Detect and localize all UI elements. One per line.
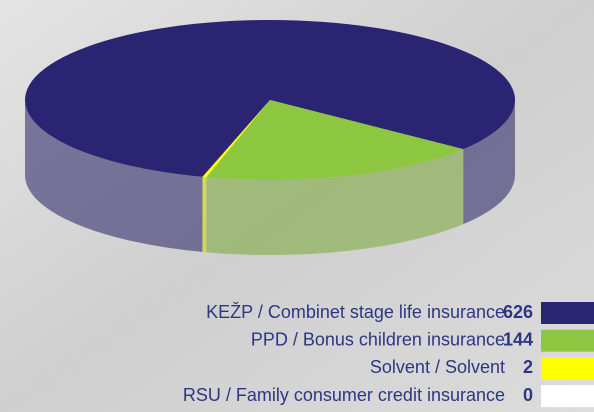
pie (25, 20, 515, 255)
slice-side (202, 177, 206, 252)
legend-label: PPD / Bonus children insurance (251, 329, 505, 349)
legend-value: 0 (523, 385, 533, 405)
legend-label: KEŽP / Combinet stage life insurance (206, 302, 505, 322)
legend-value: 626 (503, 302, 533, 322)
legend-swatch (541, 302, 594, 324)
legend-value: 2 (523, 357, 533, 377)
chart: KEŽP / Combinet stage life insurance626 P… (0, 0, 594, 412)
legend-swatch (541, 330, 594, 352)
page: {"chart_data": {"type": "pie", "categori… (0, 0, 594, 412)
legend-label: Solvent / Solvent (370, 357, 505, 377)
legend-swatch (541, 385, 594, 407)
legend-label: RSU / Family consumer credit insurance (183, 385, 505, 405)
legend-value: 144 (503, 329, 533, 349)
legend-swatch (541, 357, 594, 379)
